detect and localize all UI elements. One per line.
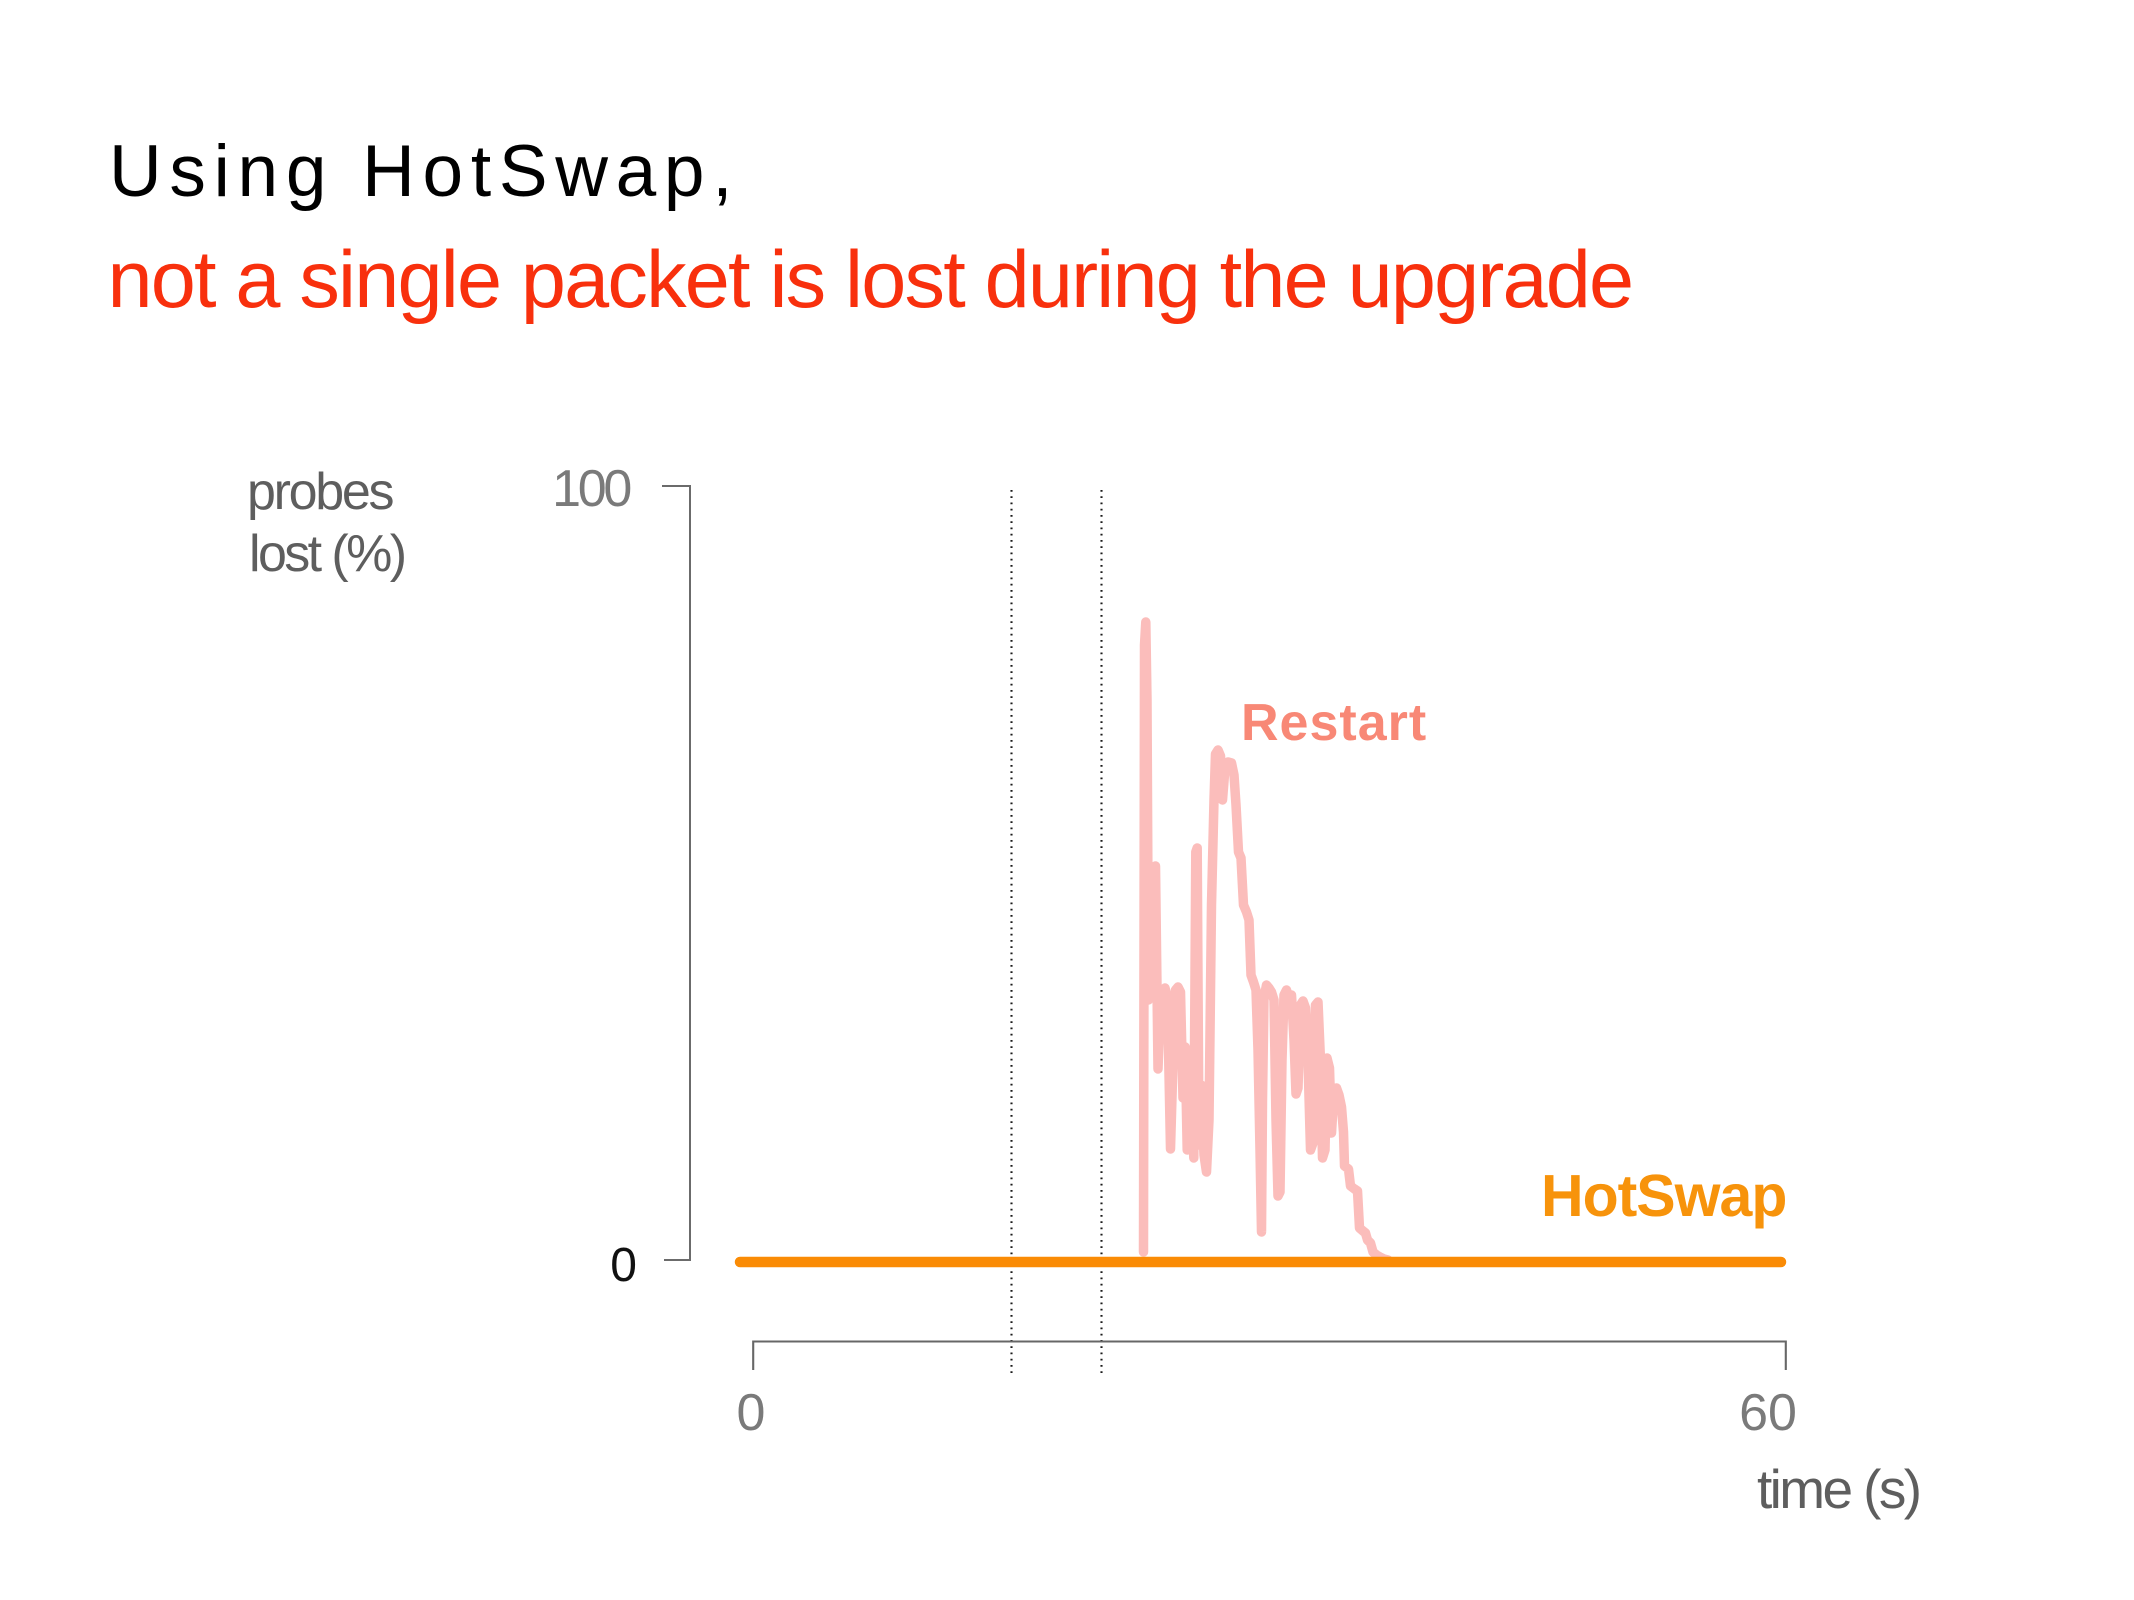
svg-text:time (s): time (s)	[1757, 1458, 1920, 1520]
svg-text:HotSwap: HotSwap	[1541, 1163, 1786, 1229]
svg-text:lost (%): lost (%)	[249, 525, 405, 583]
svg-text:0: 0	[610, 1239, 637, 1292]
svg-text:100: 100	[552, 460, 630, 518]
svg-text:not a single packet is lost du: not a single packet is lost during the u…	[108, 235, 1633, 325]
svg-text:0: 0	[737, 1384, 766, 1442]
svg-text:60: 60	[1739, 1384, 1797, 1442]
svg-text:probes: probes	[247, 463, 393, 521]
svg-text:Using HotSwap,: Using HotSwap,	[109, 131, 740, 212]
svg-text:Restart: Restart	[1241, 694, 1427, 752]
